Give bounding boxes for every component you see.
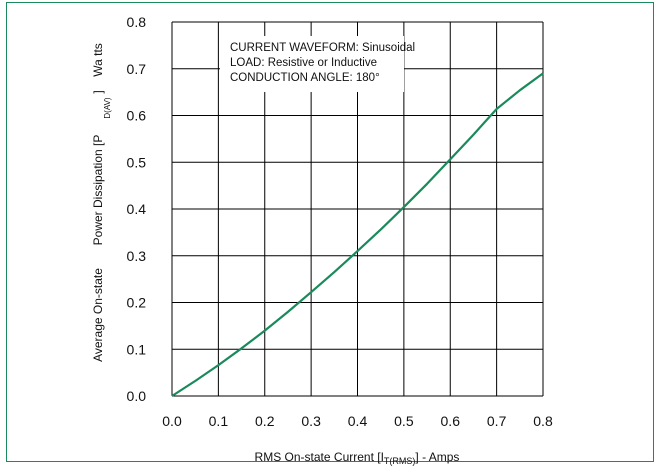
- y-tick-label: 0.0: [127, 388, 147, 404]
- chart-frame: [6, 2, 654, 462]
- y-tick-label: 0.5: [127, 154, 147, 170]
- y-axis-label-subscript: D(AV): [103, 97, 112, 119]
- y-tick-label: 0.1: [127, 341, 147, 357]
- y-axis-label-part1: Average On-state: [91, 268, 105, 362]
- x-axis-label-subscript: T(RMS): [384, 456, 416, 466]
- annotation-waveform: CURRENT WAVEFORM: Sinusoidal: [230, 42, 415, 54]
- annotation-box: [220, 36, 404, 92]
- x-axis-label-suffix: ] - Amps: [415, 450, 459, 464]
- series: [171, 72, 544, 397]
- y-tick-label: 0.7: [127, 61, 147, 77]
- y-tick-label: 0.6: [127, 108, 147, 124]
- y-axis-label-part2: Power Dissipation [P: [91, 135, 105, 246]
- y-axis-label-part4: Wa tts: [91, 43, 105, 77]
- x-tick-label: 0.8: [533, 413, 553, 429]
- y-axis-label-part3: ]: [91, 90, 105, 93]
- y-tick-label: 0.3: [127, 248, 147, 264]
- y-tick-label: 0.8: [127, 14, 147, 30]
- x-tick-label: 0.0: [162, 413, 182, 429]
- y-tick-label: 0.4: [127, 201, 147, 217]
- y-tick-label: 0.2: [127, 295, 147, 311]
- x-tick-label: 0.1: [209, 413, 229, 429]
- x-tick-label: 0.2: [255, 413, 275, 429]
- tick-labels: 0.0 0.1 0.2 0.3 0.4 0.5 0.6 0.7 0.8 0.0 0.1 0.2 0.3 0…: [127, 14, 553, 429]
- series-line: [171, 72, 544, 397]
- annotation-conduction-angle: CONDUCTION ANGLE: 180°: [230, 72, 380, 84]
- x-tick-label: 0.5: [394, 413, 414, 429]
- x-tick-label: 0.3: [301, 413, 321, 429]
- x-tick-label: 0.6: [441, 413, 461, 429]
- annotation-load: LOAD: Resistive or Inductive: [230, 57, 377, 69]
- x-tick-label: 0.7: [487, 413, 507, 429]
- x-axis-label-prefix: RMS On-state Current [I: [255, 450, 384, 464]
- x-tick-label: 0.4: [348, 413, 368, 429]
- x-axis-label: RMS On-state Current [IT(RMS)] - Amps: [255, 450, 460, 466]
